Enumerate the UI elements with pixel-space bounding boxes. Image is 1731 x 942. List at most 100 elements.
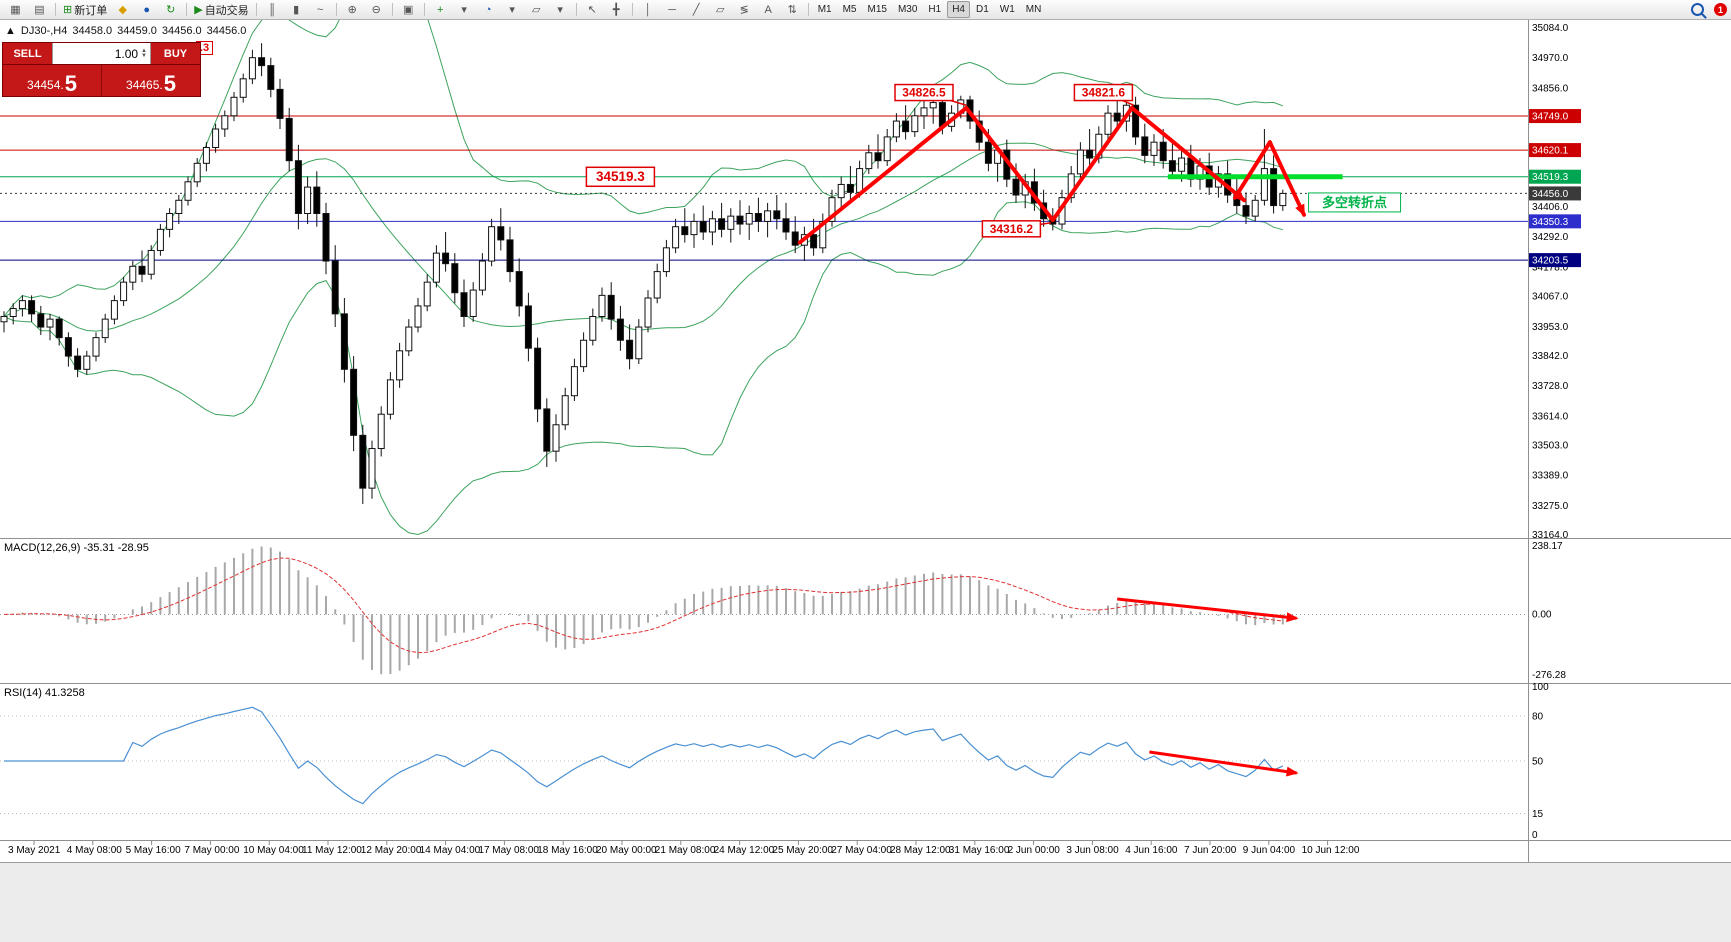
annotation-price-label: 34826.5: [902, 86, 946, 100]
macd-arrow[interactable]: [1117, 597, 1299, 623]
bar-chart-button[interactable]: ║: [261, 1, 284, 19]
new-order-button[interactable]: ⊞ 新订单: [60, 1, 110, 19]
one-click-trading-panel: SELL 1.00 ▲ ▼ BUY 34454. 5 34465. 5: [2, 42, 201, 97]
rsi-arrow[interactable]: [1149, 750, 1299, 777]
svg-text:14 May 04:00: 14 May 04:00: [420, 845, 481, 856]
zoom-in-button[interactable]: ⊕: [341, 1, 364, 19]
svg-text:5 May 16:00: 5 May 16:00: [126, 845, 181, 856]
crosshair-icon: ╋: [612, 4, 620, 16]
macd-label: MACD(12,26,9) -35.31 -28.95: [4, 542, 149, 554]
svg-text:12 May 20:00: 12 May 20:00: [361, 845, 422, 856]
trend-arrows[interactable]: [797, 105, 1306, 245]
svg-text:3 Jun 08:00: 3 Jun 08:00: [1066, 845, 1119, 856]
toolbar-separator: [807, 3, 809, 16]
arrows-button[interactable]: ⇅: [781, 1, 804, 19]
cursor-button[interactable]: ↖: [581, 1, 604, 19]
svg-text:15: 15: [1532, 809, 1544, 820]
templates-dropdown[interactable]: ▾: [549, 1, 572, 19]
toolbar: ▦ ▤ ⊞ 新订单 ◆ ● ↻ ▶ 自动交易 ║ ▮ ~ ⊕ ⊖ ▣ + ▾ ◔ ▾ ▱ ▾ ↖ ╋ │ ─ ╱ ▱ ≶ A ⇅ M1 M5 M…: [0, 0, 1731, 20]
svg-text:0.00: 0.00: [1532, 609, 1552, 620]
toolbar-separator: [335, 3, 337, 16]
timeframe-m30-button[interactable]: M30: [897, 4, 918, 15]
rsi-label: RSI(14) 41.3258: [4, 687, 85, 699]
annotation-note[interactable]: 多空转折点: [1308, 192, 1402, 213]
fibonacci-button[interactable]: ≶: [733, 1, 756, 19]
candlesticks: [0, 43, 1287, 504]
timeframe-m5-button[interactable]: M5: [842, 4, 857, 15]
collapse-triangle-icon[interactable]: ▲: [5, 25, 16, 37]
svg-text:34178.0: 34178.0: [1532, 262, 1569, 273]
svg-text:80: 80: [1532, 712, 1544, 723]
zoom-out-button[interactable]: ⊖: [365, 1, 388, 19]
ohlc-high: 34459.0: [117, 25, 157, 37]
timeframe-m15-button[interactable]: M15: [867, 4, 887, 15]
svg-text:33728.0: 33728.0: [1532, 381, 1569, 392]
new-order-button-label: 新订单: [74, 4, 108, 17]
profiles-button[interactable]: ▤: [28, 1, 51, 19]
line-chart-button[interactable]: ~: [309, 1, 332, 19]
channel-button[interactable]: ▱: [709, 1, 732, 19]
timeframe-h1-button[interactable]: H1: [928, 4, 942, 15]
indicators-button[interactable]: +: [429, 1, 452, 19]
trendline-button[interactable]: ╱: [685, 1, 708, 19]
periods-dropdown[interactable]: ▾: [501, 1, 524, 19]
auto-trading-icon: ▶: [194, 4, 203, 16]
indicators-dropdown[interactable]: ▾: [453, 1, 476, 19]
indicators-icon: +: [436, 3, 444, 16]
price-axis: 35084.0 34970.0 34856.0 34406.0 34292.0 34178…: [1529, 23, 1581, 541]
macd-panel: MACD(12,26,9) -35.31 -28.95 238.17 0.00 -27…: [0, 541, 1566, 681]
line-chart-icon: ~: [316, 3, 324, 16]
svg-text:28 May 12:00: 28 May 12:00: [890, 845, 951, 856]
vertical-line-icon: │: [644, 3, 652, 16]
buy-button[interactable]: BUY: [151, 43, 200, 64]
expert-advisors-button[interactable]: ◆: [111, 1, 134, 19]
svg-text:7 May 00:00: 7 May 00:00: [184, 845, 239, 856]
ohlc-low: 34456.0: [161, 25, 202, 37]
svg-text:-276.28: -276.28: [1532, 670, 1566, 681]
svg-text:34292.0: 34292.0: [1532, 232, 1569, 243]
indicators-dropdown: ▾: [461, 4, 467, 16]
candlestick-chart-button[interactable]: ▮: [285, 1, 308, 19]
svg-text:27 May 04:00: 27 May 04:00: [831, 845, 892, 856]
timeframe-h4-button[interactable]: H4: [947, 1, 970, 18]
horizontal-line-button[interactable]: ─: [661, 1, 684, 19]
sell-button[interactable]: SELL: [3, 43, 52, 64]
zoom-out-icon: ⊖: [371, 4, 381, 16]
horizontal-level-lines[interactable]: [0, 115, 1528, 261]
svg-text:34067.0: 34067.0: [1532, 292, 1569, 303]
refresh-button[interactable]: ↻: [159, 1, 182, 19]
bid-prefix: 34454.: [27, 78, 64, 92]
crosshair-button[interactable]: ╋: [605, 1, 628, 19]
periods-dropdown: ▾: [509, 4, 515, 16]
svg-text:34350.3: 34350.3: [1532, 217, 1569, 228]
tile-windows-button[interactable]: ▣: [397, 1, 420, 19]
svg-text:100: 100: [1532, 682, 1549, 693]
bid-big-digit: 5: [64, 71, 77, 96]
timeframe-m1-button[interactable]: M1: [817, 4, 832, 15]
periods-button[interactable]: ◔: [477, 1, 500, 19]
new-chart-button[interactable]: ▦: [4, 1, 27, 19]
text-button[interactable]: A: [757, 1, 780, 19]
svg-text:9 Jun 04:00: 9 Jun 04:00: [1243, 845, 1296, 856]
candlestick-chart-icon: ▮: [293, 4, 300, 16]
market-watch-button[interactable]: ●: [135, 1, 158, 19]
vertical-line-button[interactable]: │: [637, 1, 660, 19]
search-button[interactable]: [1686, 1, 1709, 19]
timeframe-w1-button[interactable]: W1: [999, 4, 1015, 15]
templates-button[interactable]: ▱: [525, 1, 548, 19]
volume-stepper-icon[interactable]: ▲ ▼: [141, 47, 147, 59]
price-label-boxes[interactable]: 34826.5 34821.6 34316.2 34519.3: [585, 83, 1135, 238]
auto-trading-button[interactable]: ▶ 自动交易: [191, 1, 251, 19]
timeframe-d1-button[interactable]: D1: [976, 4, 989, 15]
annotation-price-label: 34316.2: [990, 222, 1034, 236]
toolbar-separator: [575, 3, 577, 16]
ask-price[interactable]: 34465. 5: [101, 65, 200, 96]
bid-price[interactable]: 34454. 5: [3, 65, 101, 96]
timeframe-mn-button[interactable]: MN: [1025, 4, 1042, 15]
bollinger-bands: [3, 20, 1283, 536]
volume-input[interactable]: 1.00 ▲ ▼: [52, 43, 151, 64]
svg-text:17 May 08:00: 17 May 08:00: [478, 845, 539, 856]
notification-badge[interactable]: 1: [1714, 3, 1727, 16]
svg-text:238.17: 238.17: [1532, 541, 1563, 552]
